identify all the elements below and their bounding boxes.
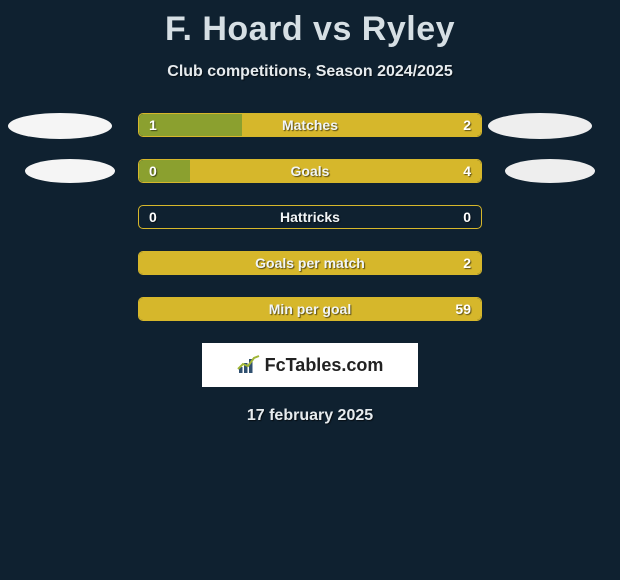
stat-row: 04Goals (138, 159, 482, 183)
avatar-left-2 (25, 159, 115, 183)
stat-row: 00Hattricks (138, 205, 482, 229)
logo: FcTables.com (237, 355, 384, 376)
avatar-right-1 (488, 113, 592, 139)
date-label: 17 february 2025 (0, 407, 620, 425)
stat-bars: 12Matches 04Goals 00Hattricks 2Goals per ma… (138, 113, 482, 321)
page-title: F. Hoard vs Ryley (0, 0, 620, 49)
stat-label: Goals per match (139, 252, 481, 274)
stat-row: 2Goals per match (138, 251, 482, 275)
subtitle: Club competitions, Season 2024/2025 (0, 63, 620, 81)
stat-label: Hattricks (139, 206, 481, 228)
stat-label: Matches (139, 114, 481, 136)
stat-label: Min per goal (139, 298, 481, 320)
stat-row: 12Matches (138, 113, 482, 137)
stat-row: 59Min per goal (138, 297, 482, 321)
logo-text: FcTables.com (265, 355, 384, 376)
stat-label: Goals (139, 160, 481, 182)
avatar-right-2 (505, 159, 595, 183)
avatar-left-1 (8, 113, 112, 139)
comparison-content: 12Matches 04Goals 00Hattricks 2Goals per ma… (0, 113, 620, 425)
chart-icon (237, 355, 261, 375)
logo-box: FcTables.com (202, 343, 418, 387)
